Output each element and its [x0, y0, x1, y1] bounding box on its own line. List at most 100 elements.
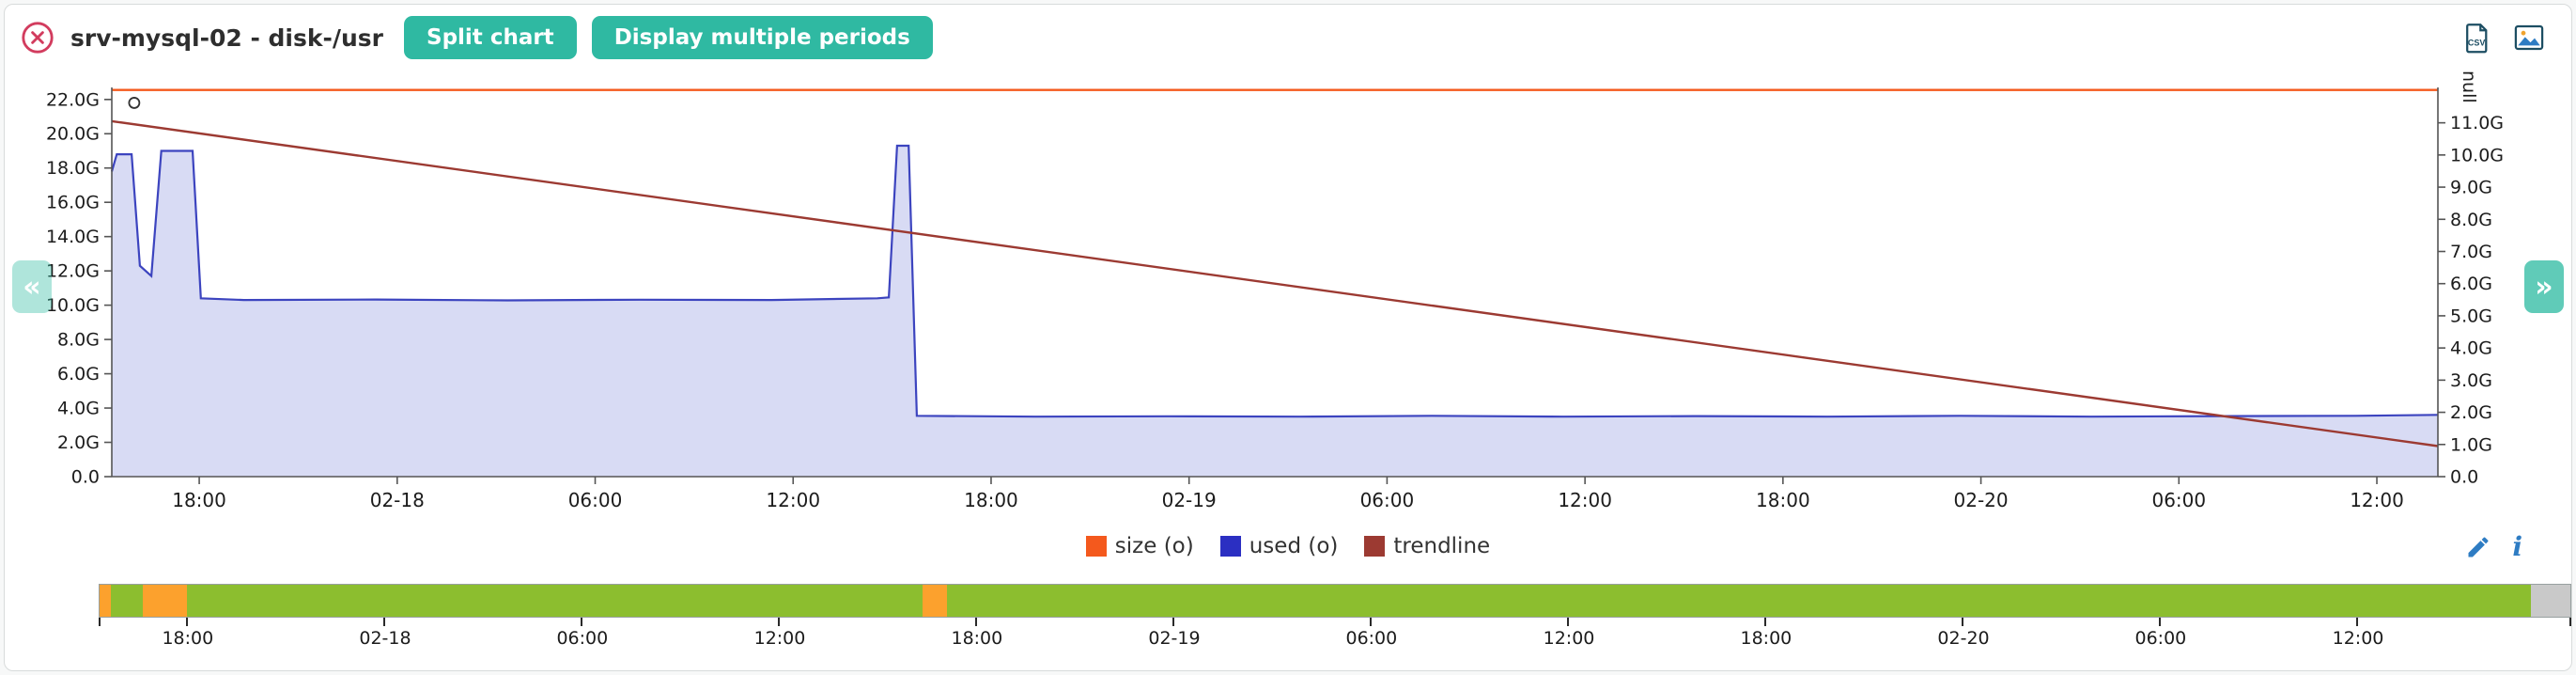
y-right-tick-label: 0.0 [2450, 467, 2478, 488]
overview-tick-label: 02-19 [1148, 628, 1201, 649]
overview-tick [2569, 618, 2571, 626]
y-right-tick-label: 8.0G [2450, 210, 2492, 230]
legend-swatch-trendline [1364, 536, 1386, 557]
close-button[interactable] [20, 20, 55, 55]
disk-usage-chart: 0.0 2.0G 4.0G 6.0G 8.0G 10.0G 12.0G 14.0G 16.0G 1… [46, 71, 2504, 511]
overview-tick-label: 02-18 [359, 628, 411, 649]
y-left-tick-label: 20.0G [46, 124, 100, 145]
overview-tick: 06:00 [2135, 618, 2186, 649]
close-icon [22, 22, 54, 54]
svg-text:CSV: CSV [2468, 38, 2486, 47]
y-left-tick-label: 18.0G [46, 158, 100, 179]
graph-panel: srv-mysql-02 - disk-/usr Split chart Dis… [4, 4, 2572, 671]
x-tick-label: 06:00 [568, 489, 623, 511]
legend-label-used: used (o) [1249, 534, 1339, 558]
y-right-tick-label: 10.0G [2450, 145, 2504, 165]
y-right-tick-label: 6.0G [2450, 274, 2492, 294]
y-left-tick-label: 22.0G [46, 89, 100, 110]
y-right-tick-label: 4.0G [2450, 338, 2492, 359]
overview-segment [922, 585, 948, 617]
export-image-icon [2514, 24, 2544, 51]
x-tick-label: 02-20 [1954, 489, 2009, 511]
export-csv-button[interactable]: CSV [2460, 21, 2494, 55]
y-right-tick-label: 2.0G [2450, 402, 2492, 423]
x-tick-label: 02-18 [370, 489, 425, 511]
overview-tick [99, 618, 101, 626]
overview-tick: 02-20 [1937, 618, 1990, 649]
x-tick-label: 12:00 [1558, 489, 1612, 511]
edit-graph-button[interactable] [2465, 534, 2491, 560]
y-right-tick-label: 11.0G [2450, 113, 2504, 133]
overview-tick-label: 06:00 [1345, 628, 1398, 649]
x-tick-label: 12:00 [766, 489, 820, 511]
overview-segment [947, 585, 2531, 617]
overview-tick: 18:00 [162, 618, 213, 649]
overview-tick: 02-19 [1148, 618, 1201, 649]
overview-tick-label: 18:00 [1740, 628, 1792, 649]
split-chart-button[interactable]: Split chart [404, 16, 577, 59]
overview-tick-label: 06:00 [556, 628, 609, 649]
used-o-area [112, 146, 2438, 477]
overview-tick: 06:00 [1345, 618, 1397, 649]
y-left-tick-label: 8.0G [57, 330, 100, 351]
series-marker [128, 97, 141, 109]
overview-tick-label: 18:00 [951, 628, 1003, 649]
used-o-series [110, 144, 2439, 418]
overview-tick-label: 02-20 [1937, 628, 1990, 649]
overview-segment [143, 585, 188, 617]
trendline-series [111, 119, 2439, 447]
x-tick-label: 18:00 [1756, 489, 1810, 511]
x-tick-label: 18:00 [964, 489, 1018, 511]
overview-tick-label: 12:00 [753, 628, 806, 649]
x-tick-label: 06:00 [2151, 489, 2206, 511]
x-tick-label: 12:00 [2350, 489, 2404, 511]
graph-actions: i [2465, 534, 2522, 560]
export-icons: CSV [2460, 21, 2547, 55]
overview-segment [2530, 585, 2570, 617]
legend-label-trendline: trendline [1393, 534, 1491, 558]
legend: size (o) used (o) trendline [5, 534, 2571, 558]
overview-tick-label: 06:00 [2134, 628, 2187, 649]
y-right-axis-title: null [2459, 71, 2479, 103]
x-tick-label: 02-19 [1162, 489, 1217, 511]
overview-strip[interactable] [99, 584, 2571, 618]
legend-swatch-used [1219, 536, 1241, 557]
y-right-tick-label: 9.0G [2450, 178, 2492, 198]
overview-tick: 02-18 [359, 618, 411, 649]
y-left-tick-label: 4.0G [57, 399, 100, 419]
y-right-tick-label: 5.0G [2450, 306, 2492, 326]
y-right-tick-label: 3.0G [2450, 370, 2492, 391]
export-csv-icon: CSV [2466, 24, 2488, 54]
y-left-tick-label: 10.0G [46, 295, 100, 316]
x-tick-label: 18:00 [172, 489, 226, 511]
legend-item-trendline: trendline [1364, 534, 1490, 558]
y-right-tick-label: 7.0G [2450, 242, 2492, 262]
display-multiple-periods-button[interactable]: Display multiple periods [591, 16, 933, 59]
x-tick-label: 06:00 [1360, 489, 1415, 511]
export-image-button[interactable] [2511, 21, 2547, 55]
overview-tick-label: 18:00 [162, 628, 214, 649]
overview-tick-label: 12:00 [1543, 628, 1595, 649]
y-left-tick-label: 16.0G [46, 193, 100, 213]
prev-period-button[interactable]: « [12, 260, 52, 313]
overview-tick: 06:00 [556, 618, 608, 649]
legend-swatch-size [1085, 536, 1107, 557]
next-period-button[interactable]: » [2524, 260, 2564, 313]
info-icon[interactable]: i [2512, 531, 2522, 562]
y-left-tick-label: 14.0G [46, 227, 100, 247]
y-left-tick-label: 12.0G [46, 261, 100, 282]
overview-tick: 12:00 [1544, 618, 1594, 649]
y-right-tick-label: 1.0G [2450, 434, 2492, 455]
header: srv-mysql-02 - disk-/usr Split chart Dis… [20, 16, 2547, 59]
overview-segment [187, 585, 923, 617]
overview-tick: 18:00 [951, 618, 1002, 649]
legend-label-size: size (o) [1114, 534, 1194, 558]
y-left-tick-label: 0.0 [71, 467, 100, 488]
page-title: srv-mysql-02 - disk-/usr [70, 24, 384, 52]
pencil-icon [2468, 537, 2489, 557]
legend-item-size: size (o) [1085, 534, 1194, 558]
overview-axis: 18:00 02-18 06:00 12:00 18:00 02-19 06:00 12:00… [99, 618, 2571, 661]
overview-segment [110, 585, 144, 617]
overview-segment [100, 585, 111, 617]
